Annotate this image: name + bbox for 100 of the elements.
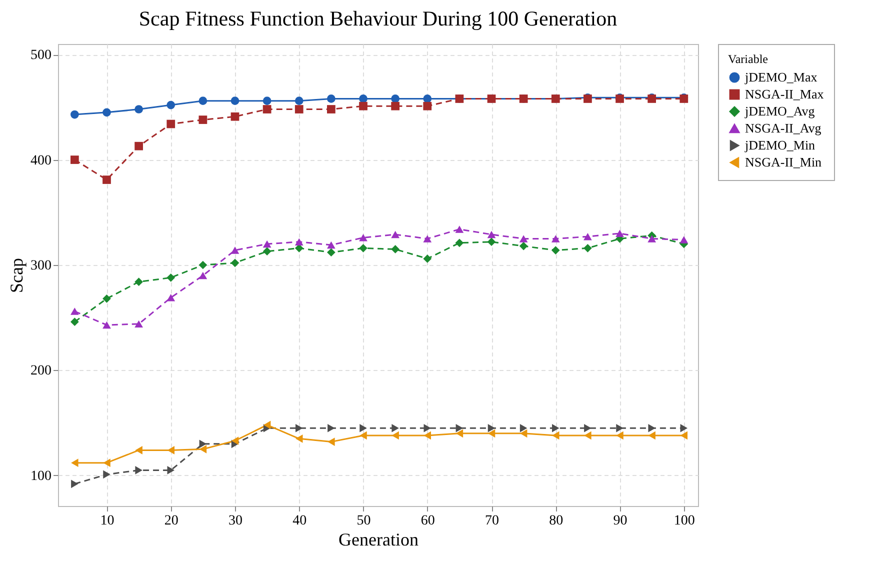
- point: [520, 429, 528, 438]
- point: [296, 424, 303, 432]
- point: [70, 110, 79, 119]
- point: [70, 156, 79, 164]
- point: [584, 244, 592, 252]
- point: [134, 320, 143, 328]
- point: [456, 429, 464, 438]
- point: [391, 245, 400, 254]
- legend-label: NSGA-II_Avg: [745, 120, 822, 136]
- point: [198, 116, 208, 124]
- point: [680, 431, 688, 440]
- legend-label: NSGA-II_Min: [745, 154, 822, 170]
- x-tick-label: 70: [485, 514, 500, 528]
- x-tick-label: 100: [674, 514, 695, 528]
- point: [680, 236, 688, 244]
- point: [327, 241, 336, 249]
- point: [134, 105, 143, 114]
- point: [198, 272, 208, 280]
- point: [230, 112, 240, 121]
- y-tick-label: 300: [30, 258, 52, 274]
- y-tick-label: 200: [30, 364, 52, 379]
- point: [584, 232, 592, 240]
- x-axis-title: Generation: [338, 530, 418, 550]
- point: [391, 102, 400, 110]
- chart-title: Scap Fitness Function Behaviour During 100 Generation: [138, 6, 618, 30]
- point: [70, 318, 79, 326]
- point: [327, 105, 336, 114]
- point: [424, 424, 431, 432]
- point: [262, 105, 272, 114]
- point: [262, 240, 272, 248]
- point: [519, 242, 528, 250]
- point: [102, 176, 111, 184]
- point: [262, 247, 272, 256]
- point: [71, 480, 78, 488]
- point: [424, 431, 431, 440]
- point: [359, 94, 368, 103]
- point: [552, 431, 560, 440]
- point: [487, 238, 496, 246]
- point: [360, 431, 367, 440]
- point: [648, 431, 656, 440]
- point: [327, 94, 336, 103]
- point: [584, 424, 592, 432]
- point: [296, 434, 303, 443]
- point: [648, 235, 656, 242]
- point: [616, 431, 624, 440]
- point: [134, 142, 143, 150]
- point: [423, 94, 432, 103]
- x-tick-label: 50: [356, 514, 371, 528]
- point: [552, 424, 560, 432]
- point: [167, 466, 174, 474]
- point: [360, 424, 367, 432]
- point: [230, 96, 240, 106]
- point: [392, 431, 399, 440]
- legend-label: NSGA-II_Max: [745, 86, 824, 102]
- x-tick-label: 90: [613, 514, 628, 528]
- point: [198, 260, 208, 270]
- point: [294, 96, 304, 106]
- point: [166, 294, 176, 302]
- point: [166, 273, 176, 282]
- point: [328, 438, 335, 446]
- point: [103, 470, 110, 479]
- point: [519, 235, 528, 242]
- point: [392, 424, 399, 432]
- point: [488, 429, 496, 438]
- point: [488, 424, 496, 432]
- point: [102, 321, 111, 329]
- point: [423, 102, 432, 110]
- point: [328, 424, 335, 432]
- point: [359, 234, 368, 242]
- y-tick-label: 100: [30, 468, 52, 484]
- point: [102, 294, 111, 303]
- point: [103, 458, 110, 468]
- point: [456, 424, 464, 432]
- point: [134, 278, 143, 286]
- point: [455, 226, 464, 233]
- point: [262, 96, 272, 106]
- point: [551, 246, 560, 254]
- point: [231, 436, 239, 445]
- point: [359, 244, 368, 252]
- point: [263, 420, 271, 430]
- point: [71, 458, 78, 468]
- legend-label: jDEMO_Avg: [744, 104, 816, 118]
- point: [198, 96, 208, 106]
- x-tick-label: 40: [292, 514, 307, 528]
- point: [551, 235, 560, 242]
- legend-title: Variable: [728, 52, 768, 66]
- point: [166, 120, 176, 128]
- point: [199, 440, 207, 448]
- point: [294, 105, 304, 114]
- point: [359, 102, 368, 110]
- x-tick-label: 30: [228, 514, 242, 528]
- x-tick-label: 60: [420, 514, 435, 528]
- point: [230, 258, 240, 268]
- point: [487, 230, 496, 238]
- point: [135, 466, 142, 474]
- legend-label: jDEMO_Max: [744, 70, 818, 84]
- point: [70, 308, 79, 315]
- point: [680, 424, 688, 432]
- point: [520, 424, 528, 432]
- point: [648, 424, 656, 432]
